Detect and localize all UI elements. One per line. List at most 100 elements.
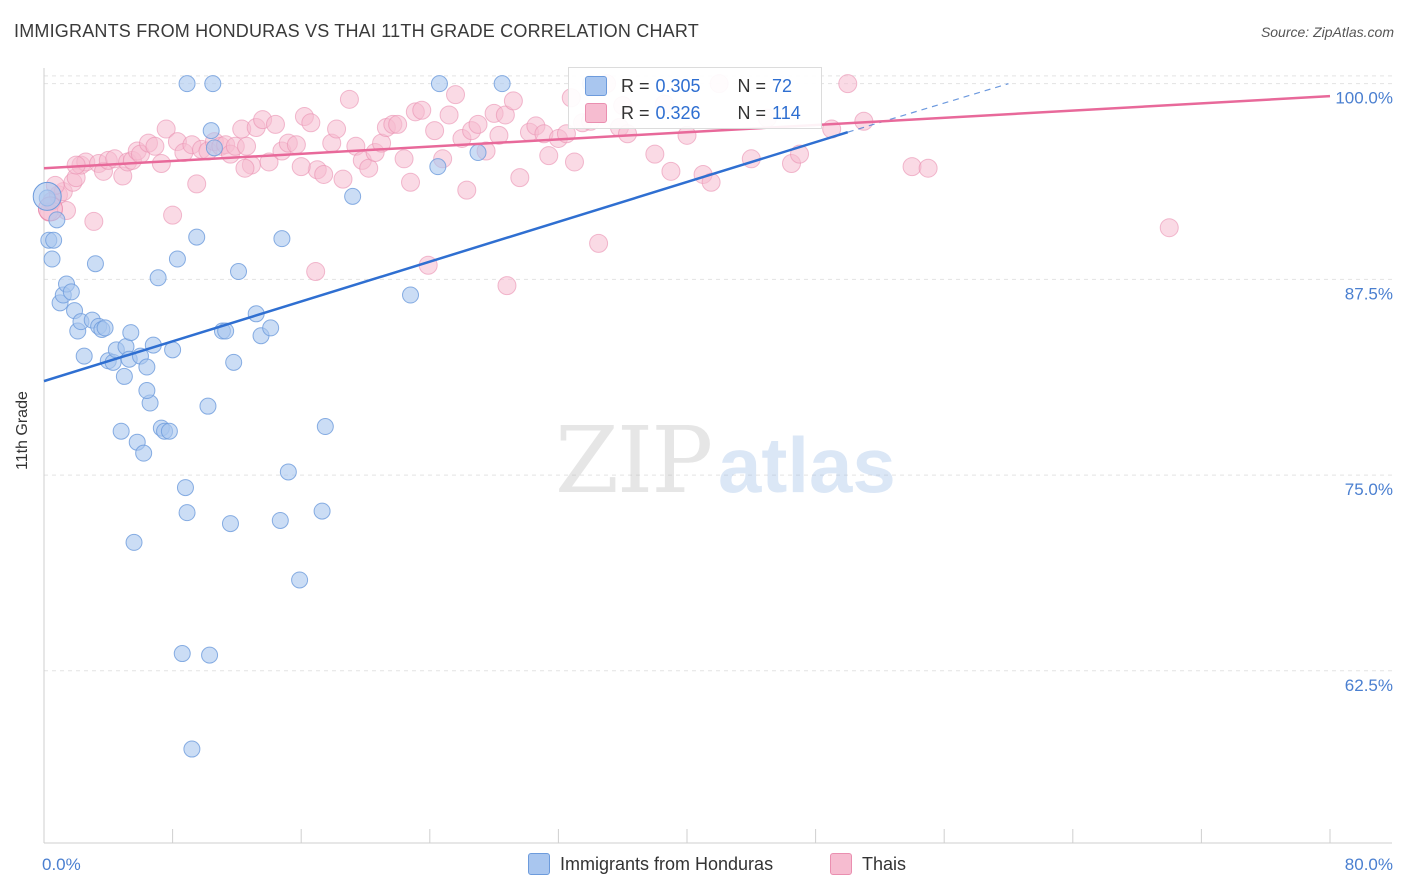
source-label: Source: ZipAtlas.com xyxy=(1260,24,1394,40)
honduras-point xyxy=(135,444,153,462)
thais-point xyxy=(495,105,515,125)
honduras-point xyxy=(469,144,487,162)
honduras-point xyxy=(178,504,196,522)
thais-point xyxy=(425,121,445,141)
honduras-legend-swatch xyxy=(528,853,550,875)
honduras-point xyxy=(86,255,104,273)
x-tick-label: 0.0% xyxy=(42,855,81,874)
chart-title: IMMIGRANTS FROM HONDURAS VS THAI 11TH GR… xyxy=(14,21,699,41)
thais-point xyxy=(314,164,334,184)
thais-point xyxy=(327,119,347,139)
thais-point xyxy=(902,157,922,177)
series-legend: Immigrants from Honduras Thais xyxy=(0,851,1406,879)
honduras-point xyxy=(262,319,280,337)
thais-point xyxy=(489,125,509,145)
thais-point xyxy=(564,152,584,172)
thais-point xyxy=(237,136,257,156)
honduras-point xyxy=(176,479,194,497)
honduras-point xyxy=(96,319,114,337)
thais-point xyxy=(301,113,321,133)
honduras-point xyxy=(291,571,309,589)
thais-point xyxy=(394,149,414,169)
thais-point xyxy=(259,152,279,172)
thais-point xyxy=(1159,218,1179,238)
r-label: R = xyxy=(621,102,650,123)
thais-legend-swatch xyxy=(830,853,852,875)
honduras-point xyxy=(316,418,334,436)
thais-point xyxy=(457,180,477,200)
honduras-point xyxy=(32,181,62,211)
thais-point xyxy=(306,262,326,282)
thais-point xyxy=(151,154,171,174)
thais-point xyxy=(187,174,207,194)
honduras-point xyxy=(138,358,156,376)
thais-point xyxy=(286,135,306,155)
legend-item-thais[interactable]: Thais xyxy=(830,853,906,875)
thais-point xyxy=(918,158,938,178)
watermark-zip: ZIP xyxy=(555,407,711,514)
watermark: ZIP atlas xyxy=(555,407,896,514)
honduras-point xyxy=(149,269,167,287)
legend-label-thais: Thais xyxy=(862,853,907,874)
honduras-point xyxy=(230,263,248,281)
thais-point xyxy=(265,114,285,134)
honduras-point xyxy=(430,75,448,93)
honduras-points xyxy=(32,75,600,758)
honduras-point xyxy=(202,122,220,140)
thais-point xyxy=(497,276,517,296)
x-tick-label: 80.0% xyxy=(1345,855,1393,874)
honduras-point xyxy=(125,533,143,551)
honduras-trend-extension xyxy=(847,83,1009,133)
thais-point xyxy=(661,161,681,181)
stats-row-honduras: R = 0.305 N = 72 xyxy=(569,72,792,100)
y-tick-label: 62.5% xyxy=(1345,676,1393,695)
honduras-trend-line xyxy=(43,130,849,383)
y-tick-label: 75.0% xyxy=(1345,480,1393,499)
honduras-point xyxy=(122,324,140,342)
n-value: 114 xyxy=(772,102,801,123)
honduras-point xyxy=(75,347,93,365)
honduras-point xyxy=(344,187,362,205)
thais-point xyxy=(84,211,104,231)
r-value: 0.326 xyxy=(655,102,701,123)
n-label: N = xyxy=(737,75,767,96)
legend-label-honduras: Immigrants from Honduras xyxy=(560,853,774,874)
thais-point xyxy=(446,85,466,105)
r-value: 0.305 xyxy=(655,75,701,96)
honduras-point xyxy=(429,158,447,176)
thais-point xyxy=(503,91,523,111)
honduras-point xyxy=(138,382,156,400)
x-tick-labels: 0.0% 80.0% xyxy=(42,855,1393,874)
thais-point xyxy=(333,169,353,189)
honduras-point xyxy=(273,230,291,248)
legend-item-honduras[interactable]: Immigrants from Honduras xyxy=(528,853,773,875)
honduras-point xyxy=(168,250,186,268)
thais-point xyxy=(156,119,176,139)
thais-swatch xyxy=(585,103,607,123)
honduras-point xyxy=(199,397,217,415)
honduras-point xyxy=(160,422,178,440)
thais-point xyxy=(401,172,421,192)
thais-point xyxy=(235,158,255,178)
honduras-point xyxy=(173,645,191,663)
honduras-point xyxy=(45,231,63,249)
honduras-point xyxy=(221,515,239,533)
thais-point xyxy=(339,89,359,109)
thais-point xyxy=(838,74,858,94)
honduras-point xyxy=(204,75,222,93)
thais-point xyxy=(510,168,530,188)
honduras-point xyxy=(62,283,80,301)
thais-point xyxy=(388,114,408,134)
honduras-point xyxy=(271,511,289,529)
y-tick-label: 100.0% xyxy=(1335,89,1393,108)
honduras-point xyxy=(201,646,219,664)
thais-trend-line xyxy=(43,94,1331,170)
honduras-point xyxy=(493,75,511,93)
honduras-point xyxy=(178,75,196,93)
honduras-point xyxy=(188,228,206,246)
n-label: N = xyxy=(737,102,767,123)
honduras-point xyxy=(205,139,223,157)
honduras-point xyxy=(43,250,61,268)
thais-point xyxy=(677,125,697,145)
